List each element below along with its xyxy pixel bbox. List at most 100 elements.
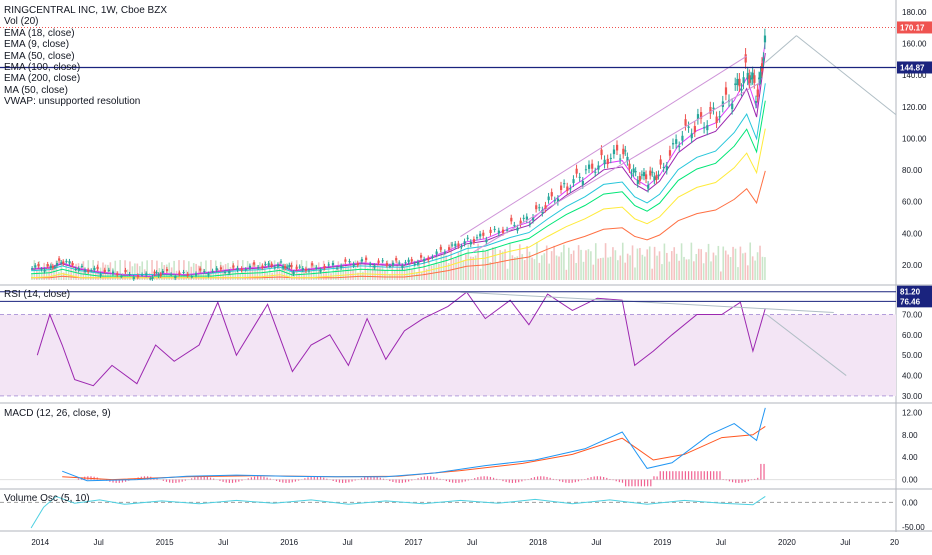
volume-bar bbox=[759, 246, 761, 280]
candle-body bbox=[96, 267, 98, 269]
candle-body bbox=[655, 175, 657, 180]
candle-body bbox=[454, 244, 456, 247]
macd-histogram-bar bbox=[289, 480, 290, 483]
volume-bar bbox=[762, 257, 764, 280]
candle-body bbox=[476, 237, 478, 238]
candle-body bbox=[579, 177, 581, 178]
macd-histogram-bar bbox=[493, 478, 494, 480]
candle-body bbox=[236, 268, 238, 270]
x-tick-label: 2014 bbox=[31, 538, 49, 547]
candle-body bbox=[268, 263, 270, 265]
volume-bar bbox=[509, 244, 511, 280]
candle-body bbox=[44, 270, 46, 272]
macd-pane-title[interactable]: MACD (12, 26, close, 9) bbox=[4, 408, 111, 419]
macd-histogram-bar bbox=[254, 477, 255, 480]
candle-body bbox=[526, 217, 528, 220]
candle-body bbox=[448, 247, 450, 250]
legend-vwap[interactable]: VWAP: unsupported resolution bbox=[4, 96, 167, 107]
macd-histogram-bar bbox=[745, 480, 746, 483]
macd-histogram-bar bbox=[521, 480, 522, 482]
macd-histogram-bar bbox=[276, 480, 277, 481]
volume-bar bbox=[406, 266, 408, 280]
macd-histogram-bar bbox=[417, 478, 418, 479]
macd-histogram-bar bbox=[395, 480, 396, 483]
macd-histogram-bar bbox=[342, 480, 343, 483]
macd-histogram-bar bbox=[282, 480, 283, 483]
macd-histogram-bar bbox=[427, 476, 428, 479]
volume-bar bbox=[546, 246, 548, 280]
legend-vol[interactable]: Vol (20) bbox=[4, 16, 167, 27]
price-tick-label: 20.00 bbox=[902, 261, 923, 270]
candle-body bbox=[292, 272, 294, 274]
candle-body bbox=[649, 171, 651, 176]
candle-body bbox=[420, 255, 422, 258]
candle-body bbox=[58, 258, 60, 260]
macd-histogram-bar bbox=[232, 480, 233, 483]
volosc-pane-title[interactable]: Volume Osc (5, 10) bbox=[4, 493, 90, 504]
rsi-pane-title[interactable]: RSI (14, close) bbox=[4, 289, 70, 300]
macd-histogram-bar bbox=[704, 471, 705, 479]
macd-histogram-bar bbox=[257, 476, 258, 479]
candle-body bbox=[299, 267, 301, 268]
legend-ema9[interactable]: EMA (9, close) bbox=[4, 39, 167, 50]
candle-body bbox=[386, 263, 388, 265]
legend-title[interactable]: RINGCENTRAL INC, 1W, Cboe BZX bbox=[4, 5, 167, 16]
candle-body bbox=[170, 274, 172, 275]
volume-bar bbox=[673, 247, 675, 280]
candle-body bbox=[62, 261, 64, 263]
legend-ema50[interactable]: EMA (50, close) bbox=[4, 51, 167, 62]
macd-histogram-bar bbox=[575, 480, 576, 483]
macd-histogram-bar bbox=[421, 477, 422, 479]
volume-bar bbox=[634, 267, 636, 280]
candle-body bbox=[554, 200, 556, 201]
macd-histogram-bar bbox=[619, 480, 620, 483]
macd-histogram-bar bbox=[663, 471, 664, 479]
legend-ema100[interactable]: EMA (100, close) bbox=[4, 62, 167, 73]
candle-body bbox=[637, 180, 639, 184]
candle-body bbox=[401, 266, 403, 268]
volume-bar bbox=[605, 243, 607, 280]
candle-body bbox=[470, 242, 472, 245]
volume-bar bbox=[718, 246, 720, 280]
candle-body bbox=[365, 258, 367, 260]
macd-histogram-bar bbox=[402, 480, 403, 483]
volume-bar bbox=[612, 247, 614, 280]
macd-histogram-bar bbox=[166, 480, 167, 482]
candle-body bbox=[361, 259, 363, 261]
candle-body bbox=[591, 164, 593, 169]
macd-histogram-bar bbox=[323, 478, 324, 480]
candle-body bbox=[31, 268, 33, 269]
candle-body bbox=[485, 240, 487, 243]
candle-body bbox=[68, 261, 70, 263]
volume-bar bbox=[666, 253, 668, 280]
x-tick-label: Jul bbox=[94, 538, 104, 547]
x-tick-label: Jul bbox=[840, 538, 850, 547]
legend-ma50[interactable]: MA (50, close) bbox=[4, 85, 167, 96]
candle-body bbox=[280, 261, 282, 262]
volume-bar bbox=[693, 261, 695, 280]
macd-histogram-bar bbox=[644, 480, 645, 487]
candle-body bbox=[451, 245, 453, 246]
macd-histogram-bar bbox=[172, 480, 173, 483]
volume-bar bbox=[727, 255, 729, 280]
macd-histogram-bar bbox=[339, 480, 340, 483]
macd-histogram-bar bbox=[490, 477, 491, 480]
macd-histogram-bar bbox=[606, 478, 607, 480]
candle-body bbox=[660, 159, 662, 164]
candle-body bbox=[473, 239, 475, 242]
volume-bar bbox=[176, 271, 178, 280]
volume-bar bbox=[580, 250, 582, 280]
legend-ema200[interactable]: EMA (200, close) bbox=[4, 73, 167, 84]
candle-body bbox=[116, 273, 118, 275]
macd-histogram-bar bbox=[757, 478, 758, 480]
macd-histogram-bar bbox=[509, 480, 510, 483]
candle-body bbox=[191, 276, 193, 277]
candle-body bbox=[40, 269, 42, 270]
volume-bar bbox=[558, 257, 560, 280]
candle-body bbox=[498, 231, 500, 234]
candle-body bbox=[694, 126, 696, 132]
legend-ema18[interactable]: EMA (18, close) bbox=[4, 28, 167, 39]
candle-body bbox=[328, 264, 330, 265]
volume-bar bbox=[303, 271, 305, 280]
volume-bar bbox=[514, 257, 516, 280]
